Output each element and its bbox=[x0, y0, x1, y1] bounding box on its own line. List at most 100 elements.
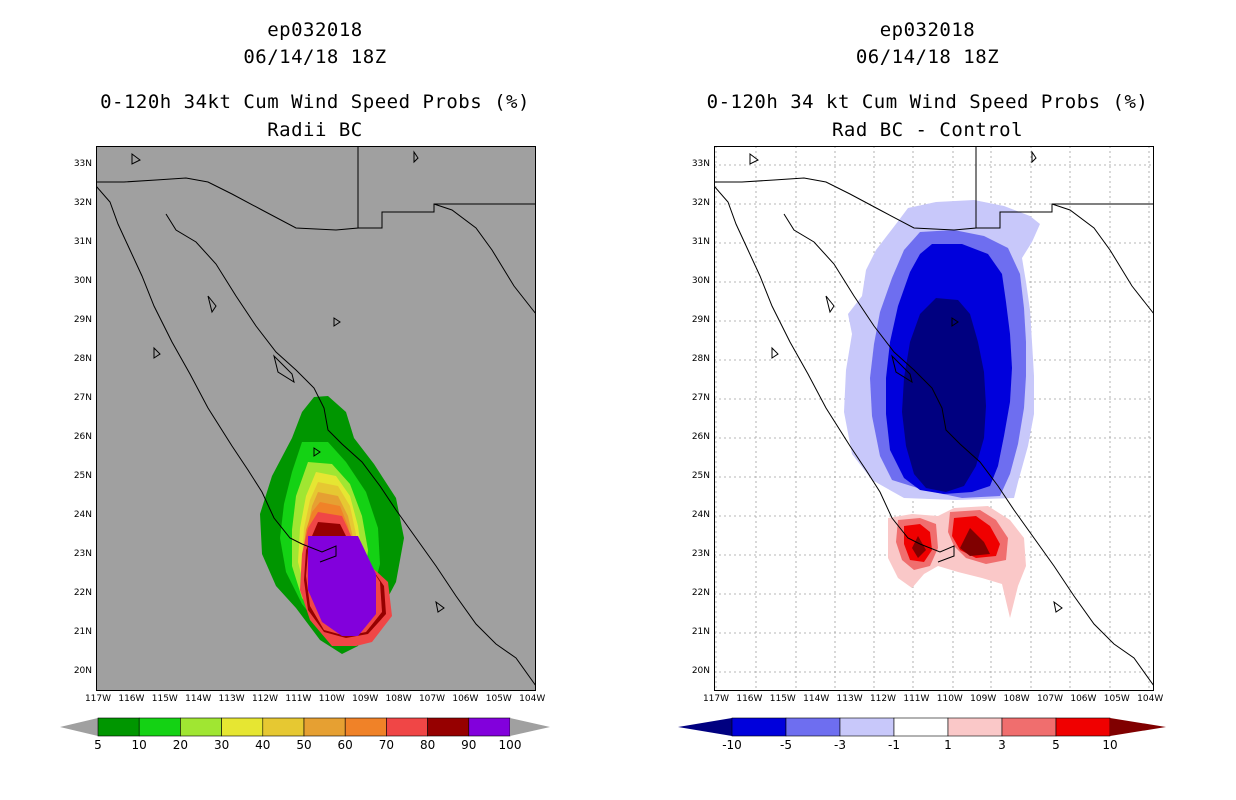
latitude-label: 21N bbox=[691, 627, 710, 637]
right-map-frame bbox=[714, 146, 1154, 691]
longitude-label: 112W bbox=[869, 694, 897, 704]
colorbar-swatch bbox=[262, 717, 305, 737]
latitude-label: 28N bbox=[73, 354, 92, 364]
latitude-label: 31N bbox=[691, 237, 710, 247]
latitude-label: 32N bbox=[73, 198, 92, 208]
latitude-label: 29N bbox=[691, 315, 710, 325]
colorbar-label: 30 bbox=[213, 738, 230, 752]
latitude-label: 30N bbox=[691, 276, 710, 286]
contour-neg-10 bbox=[902, 298, 986, 492]
longitude-label: 109W bbox=[352, 694, 379, 704]
colorbar-label: 90 bbox=[461, 738, 477, 752]
longitude-label: 105W bbox=[1103, 694, 1130, 704]
right-title-product: 0-120h 34 kt Cum Wind Speed Probs (%) bbox=[706, 91, 1149, 113]
colorbar-label: 3 bbox=[998, 738, 1006, 752]
longitude-label: 105W bbox=[485, 694, 512, 704]
colorbar-label: -10 bbox=[722, 738, 742, 752]
colorbar-high-triangle bbox=[1110, 718, 1166, 736]
right-colorbar bbox=[678, 717, 1166, 737]
latitude-label: 22N bbox=[73, 588, 92, 598]
colorbar-swatch bbox=[221, 717, 264, 737]
colorbar-swatch bbox=[344, 717, 387, 737]
latitude-label: 33N bbox=[691, 159, 710, 169]
longitude-label: 108W bbox=[385, 694, 412, 704]
latitude-label: 21N bbox=[73, 627, 92, 637]
left-coastlines bbox=[96, 146, 536, 687]
latitude-label: 20N bbox=[691, 666, 710, 676]
colorbar-swatch bbox=[947, 717, 1003, 737]
latitude-label: 27N bbox=[73, 393, 92, 403]
colorbar-swatch bbox=[731, 717, 787, 737]
colorbar-label: 10 bbox=[131, 738, 147, 752]
colorbar-label: 10 bbox=[1102, 738, 1118, 752]
latitude-label: 25N bbox=[691, 471, 710, 481]
longitude-label: 104W bbox=[519, 694, 546, 704]
latitude-label: 32N bbox=[691, 198, 710, 208]
longitude-label: 113W bbox=[218, 694, 245, 704]
longitude-label: 116W bbox=[736, 694, 763, 704]
colorbar-swatch bbox=[1055, 717, 1111, 737]
contour-100 bbox=[308, 536, 376, 636]
right-title-datetime: 06/14/18 18Z bbox=[855, 46, 1000, 68]
latitude-label: 29N bbox=[73, 315, 92, 325]
longitude-label: 104W bbox=[1137, 694, 1164, 704]
longitude-label: 114W bbox=[803, 694, 830, 704]
longitude-label: 116W bbox=[118, 694, 145, 704]
left-probability-map bbox=[96, 146, 536, 691]
longitude-label: 109W bbox=[970, 694, 997, 704]
colorbar-swatch bbox=[785, 717, 841, 737]
longitude-label: 114W bbox=[185, 694, 212, 704]
left-title-datetime: 06/14/18 18Z bbox=[243, 46, 387, 68]
latitude-label: 30N bbox=[73, 276, 92, 286]
colorbar-swatch bbox=[839, 717, 895, 737]
longitude-label: 111W bbox=[285, 694, 312, 704]
colorbar-label: -3 bbox=[834, 738, 846, 752]
right-title-storm-id: ep032018 bbox=[879, 19, 976, 41]
colorbar-label: 60 bbox=[337, 738, 353, 752]
colorbar-label: 1 bbox=[944, 738, 952, 752]
longitude-label: 115W bbox=[151, 694, 178, 704]
colorbar-high-triangle bbox=[510, 718, 550, 736]
colorbar-swatch bbox=[303, 717, 346, 737]
colorbar-label: -1 bbox=[888, 738, 900, 752]
latitude-label: 26N bbox=[691, 432, 710, 442]
colorbar-swatch bbox=[97, 717, 140, 737]
latitude-label: 28N bbox=[691, 354, 710, 364]
contour-pos-10-b bbox=[960, 528, 990, 556]
left-title-experiment: Radii BC bbox=[267, 119, 363, 141]
colorbar-swatch bbox=[138, 717, 181, 737]
latitude-label: 25N bbox=[73, 471, 92, 481]
longitude-label: 108W bbox=[1003, 694, 1030, 704]
longitude-label: 106W bbox=[452, 694, 479, 704]
left-probability-contours bbox=[260, 396, 404, 654]
colorbar-label: 5 bbox=[1052, 738, 1060, 752]
colorbar-label: 80 bbox=[419, 738, 436, 752]
longitude-label: 106W bbox=[1070, 694, 1097, 704]
colorbar-label: 100 bbox=[498, 738, 522, 752]
colorbar-low-triangle bbox=[60, 718, 98, 736]
longitude-label: 110W bbox=[936, 694, 963, 704]
latitude-label: 24N bbox=[73, 510, 92, 520]
left-title-product: 0-120h 34kt Cum Wind Speed Probs (%) bbox=[100, 91, 530, 113]
right-title-experiment: Rad BC - Control bbox=[831, 119, 1024, 141]
longitude-label: 107W bbox=[1036, 694, 1064, 704]
colorbar-swatch bbox=[386, 717, 428, 737]
left-title-storm-id: ep032018 bbox=[267, 19, 363, 41]
colorbar-swatch bbox=[1001, 717, 1057, 737]
colorbar-label: -5 bbox=[780, 738, 792, 752]
latitude-label: 27N bbox=[691, 393, 710, 403]
colorbar-swatch bbox=[468, 717, 511, 737]
latitude-label: 23N bbox=[691, 549, 710, 559]
latitude-label: 31N bbox=[73, 237, 92, 247]
colorbar-label: 50 bbox=[296, 738, 312, 752]
colorbar-low-triangle bbox=[678, 718, 732, 736]
longitude-label: 117W bbox=[84, 694, 112, 704]
colorbar-label: 40 bbox=[255, 738, 271, 752]
longitude-label: 110W bbox=[318, 694, 345, 704]
right-coastlines bbox=[714, 146, 1154, 687]
latitude-label: 26N bbox=[73, 432, 92, 442]
left-colorbar bbox=[60, 717, 550, 737]
colorbar-swatch bbox=[893, 717, 949, 737]
left-map-frame bbox=[96, 146, 536, 691]
longitude-label: 111W bbox=[903, 694, 930, 704]
